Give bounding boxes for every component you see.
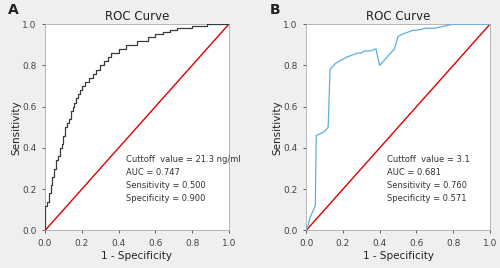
Title: ROC Curve: ROC Curve — [366, 10, 430, 23]
Title: ROC Curve: ROC Curve — [105, 10, 169, 23]
Y-axis label: Sensitivity: Sensitivity — [11, 100, 21, 155]
Y-axis label: Sensitivity: Sensitivity — [272, 100, 282, 155]
Text: Cuttoff  value = 21.3 ng/ml
AUC = 0.747
Sensitivity = 0.500
Specificity = 0.900: Cuttoff value = 21.3 ng/ml AUC = 0.747 S… — [126, 155, 240, 203]
Text: Cuttoff  value = 3.1
AUC = 0.681
Sensitivity = 0.760
Specificity = 0.571: Cuttoff value = 3.1 AUC = 0.681 Sensitiv… — [387, 155, 470, 203]
X-axis label: 1 - Specificity: 1 - Specificity — [362, 251, 434, 260]
X-axis label: 1 - Specificity: 1 - Specificity — [102, 251, 172, 260]
Text: B: B — [270, 3, 280, 17]
Text: A: A — [8, 3, 19, 17]
